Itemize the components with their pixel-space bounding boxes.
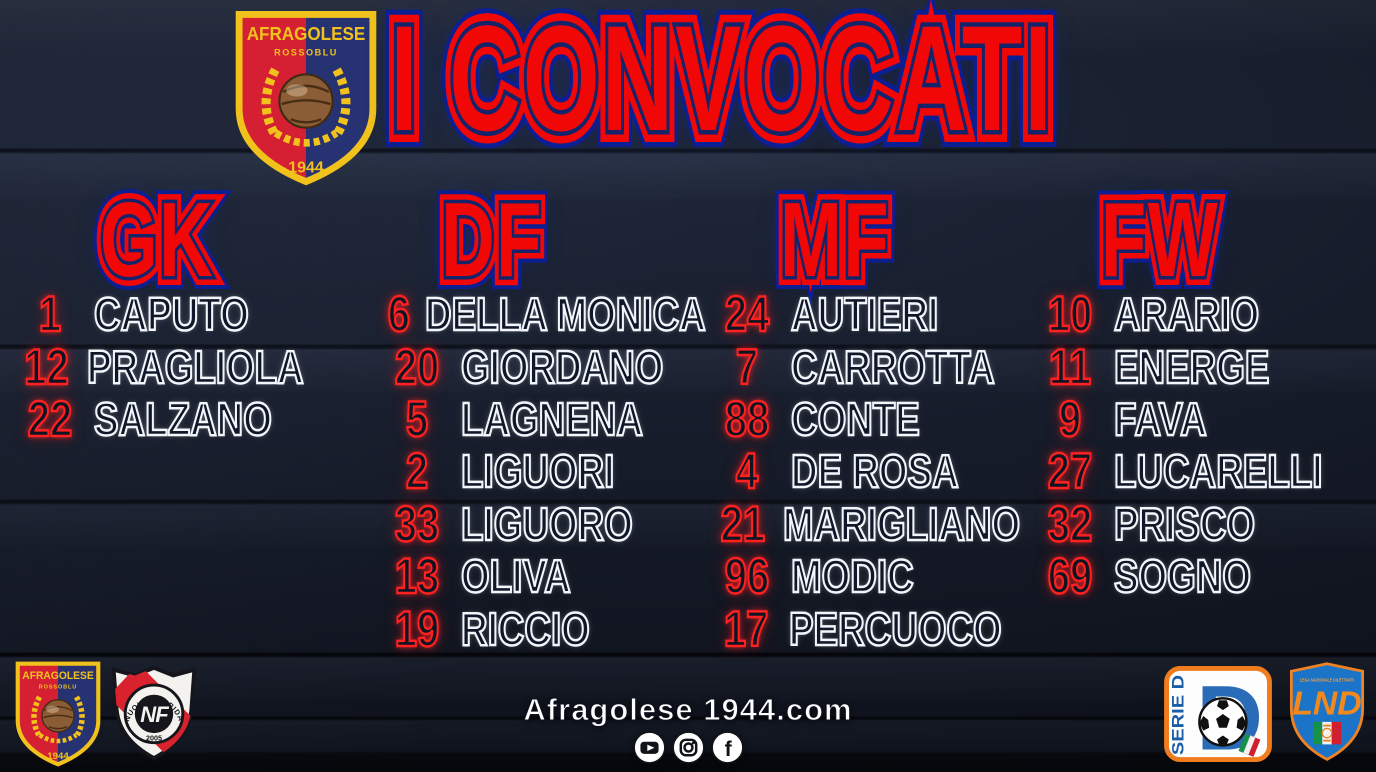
player-row: 13 OLIVA	[385, 548, 725, 605]
player-row: 5 LAGNENA	[385, 390, 725, 447]
player-row: 2 LIGUORI	[385, 443, 725, 500]
player-row: 19 RICCIO	[385, 600, 725, 657]
player-row: 1 CAPUTO	[18, 286, 358, 343]
player-number: 2	[405, 443, 429, 500]
player-number: 12	[23, 338, 70, 395]
player-row: 11 ENERGE	[1038, 338, 1376, 395]
player-row: 6 DELLA MONICA	[385, 286, 725, 343]
player-row: 9 FAVA	[1038, 390, 1376, 447]
player-name: DE ROSA	[790, 445, 960, 498]
player-name: MARIGLIANO	[782, 497, 1021, 550]
player-number: 33	[394, 495, 441, 552]
player-name: ENERGE	[1113, 340, 1270, 393]
gk-player-list: 1 CAPUTO 12 PRAGLIOLA 22 SALZANO	[18, 288, 358, 445]
instagram-icon[interactable]	[672, 731, 705, 764]
player-row: 21 MARIGLIANO	[715, 495, 1055, 552]
player-name: CAPUTO	[93, 288, 250, 341]
player-row: 22 SALZANO	[18, 390, 358, 447]
player-name: PRAGLIOLA	[86, 340, 305, 393]
player-number: 13	[394, 548, 441, 605]
player-name: PERCUOCO	[788, 602, 1003, 655]
player-name: LUCARELLI	[1113, 445, 1324, 498]
player-number: 19	[394, 600, 441, 657]
player-number: 27	[1047, 443, 1093, 500]
player-number: 10	[1047, 286, 1093, 343]
player-row: 88 CONTE	[715, 390, 1055, 447]
player-row: 96 MODIC	[715, 548, 1055, 605]
facebook-icon[interactable]	[711, 731, 744, 764]
player-name: AUTIERI	[790, 288, 939, 341]
fw-player-list: 10 ARARIO 11 ENERGE 9 FAVA 27 LUCARELLI …	[1038, 288, 1376, 602]
player-row: 12 PRAGLIOLA	[18, 338, 358, 395]
player-number: 9	[1058, 390, 1082, 447]
player-name: LIGUORO	[460, 497, 634, 550]
player-number: 17	[723, 600, 770, 657]
player-row: 33 LIGUORO	[385, 495, 725, 552]
player-row: 69 SOGNO	[1038, 548, 1376, 605]
player-number: 1	[38, 286, 62, 343]
player-name: MODIC	[790, 550, 915, 603]
player-row: 27 LUCARELLI	[1038, 443, 1376, 500]
website-label: Afragolese 1944.com	[523, 692, 853, 728]
player-name: PRISCO	[1113, 497, 1256, 550]
player-name: CARROTTA	[790, 340, 996, 393]
player-number: 20	[394, 338, 441, 395]
player-row: 20 GIORDANO	[385, 338, 725, 395]
player-number: 69	[1047, 548, 1093, 605]
df-player-list: 6 DELLA MONICA 20 GIORDANO 5 LAGNENA 2 L…	[385, 288, 725, 655]
player-name: LAGNENA	[460, 392, 644, 445]
player-number: 21	[720, 495, 766, 552]
player-number: 6	[387, 286, 411, 343]
player-number: 5	[405, 390, 429, 447]
player-name: LIGUORI	[460, 445, 615, 498]
player-number: 24	[724, 286, 770, 343]
player-name: SOGNO	[1113, 550, 1252, 603]
player-row: 10 ARARIO	[1038, 286, 1376, 343]
player-name: CONTE	[790, 392, 921, 445]
mf-player-list: 24 AUTIERI 7 CARROTTA 88 CONTE 4 DE ROSA…	[715, 288, 1055, 655]
player-number: 88	[724, 390, 770, 447]
player-number: 11	[1048, 338, 1092, 395]
player-name: RICCIO	[460, 602, 591, 655]
player-number: 32	[1047, 495, 1093, 552]
lnd-logo	[1289, 662, 1365, 761]
club-crest	[230, 8, 382, 188]
player-name: SALZANO	[93, 392, 273, 445]
player-row: 4 DE ROSA	[715, 443, 1055, 500]
player-number: 7	[735, 338, 759, 395]
player-number: 22	[27, 390, 73, 447]
serie-d-logo	[1163, 665, 1273, 763]
player-name: DELLA MONICA	[424, 288, 707, 341]
player-row: 32 PRISCO	[1038, 495, 1376, 552]
player-name: FAVA	[1113, 392, 1208, 445]
player-name: OLIVA	[460, 550, 572, 603]
player-name: GIORDANO	[460, 340, 664, 393]
youtube-icon[interactable]	[633, 731, 666, 764]
player-row: 7 CARROTTA	[715, 338, 1055, 395]
player-number: 4	[735, 443, 759, 500]
player-row: 24 AUTIERI	[715, 286, 1055, 343]
player-number: 96	[724, 548, 770, 605]
player-row: 17 PERCUOCO	[715, 600, 1055, 657]
player-name: ARARIO	[1113, 288, 1260, 341]
